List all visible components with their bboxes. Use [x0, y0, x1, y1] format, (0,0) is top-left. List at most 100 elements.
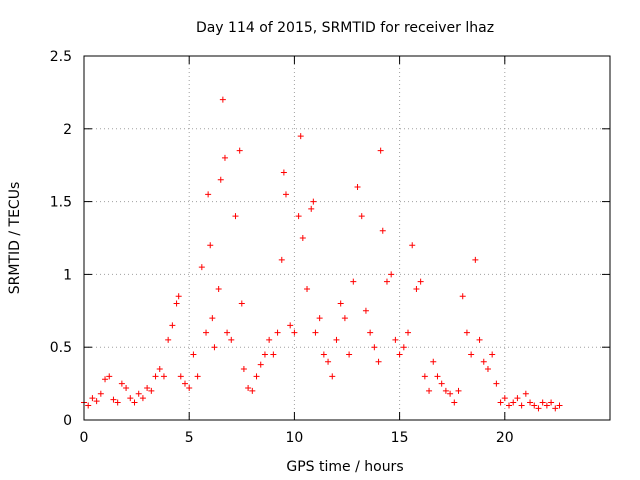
data-point	[211, 344, 218, 351]
data-point	[173, 300, 180, 307]
data-point	[497, 399, 504, 406]
data-point	[310, 198, 317, 205]
chart-title: Day 114 of 2015, SRMTID for receiver lha…	[196, 20, 494, 36]
data-point	[506, 402, 513, 409]
data-point	[181, 380, 188, 387]
data-point	[205, 191, 212, 198]
data-point	[177, 373, 184, 380]
x-axis-label: GPS time / hours	[286, 459, 403, 475]
data-point	[434, 373, 441, 380]
data-point	[388, 271, 395, 278]
data-point	[297, 133, 304, 140]
data-point	[320, 351, 327, 358]
data-point	[224, 329, 231, 336]
data-point	[304, 285, 311, 292]
data-point	[93, 398, 100, 405]
y-axis-label: SRMTID / TECUs	[7, 182, 23, 295]
data-point	[245, 384, 252, 391]
data-point	[270, 351, 277, 358]
data-point	[217, 176, 224, 183]
axis-ticks: 0 0.5 1 1.5 2 2.5 0 5 10 15 20	[50, 49, 610, 446]
data-point	[396, 351, 403, 358]
data-point	[552, 405, 559, 412]
data-point	[543, 402, 550, 409]
data-point	[392, 336, 399, 343]
grid-lines	[84, 56, 610, 420]
data-point	[287, 322, 294, 329]
data-point	[379, 227, 386, 234]
data-point	[291, 329, 298, 336]
data-point	[413, 285, 420, 292]
data-point	[131, 399, 138, 406]
data-point	[451, 399, 458, 406]
data-point	[430, 358, 437, 365]
data-point	[169, 322, 176, 329]
data-point	[510, 399, 517, 406]
data-point	[346, 351, 353, 358]
data-point	[455, 387, 462, 394]
data-point	[518, 402, 525, 409]
data-point	[377, 147, 384, 154]
data-point	[253, 373, 260, 380]
data-point	[312, 329, 319, 336]
data-point	[358, 213, 365, 220]
data-point	[371, 344, 378, 351]
data-point	[325, 358, 332, 365]
data-point	[160, 373, 167, 380]
data-point	[219, 96, 226, 103]
data-point	[556, 402, 563, 409]
x-tick-label: 5	[185, 430, 194, 446]
data-point	[383, 278, 390, 285]
data-point	[106, 373, 113, 380]
data-point	[135, 390, 142, 397]
data-point	[249, 387, 256, 394]
data-point	[144, 384, 151, 391]
data-point	[548, 399, 555, 406]
data-point	[127, 395, 134, 402]
data-point	[221, 154, 228, 161]
data-point	[194, 373, 201, 380]
data-point	[274, 329, 281, 336]
data-point	[198, 264, 205, 271]
data-point	[278, 256, 285, 263]
data-point	[354, 184, 361, 191]
data-point	[209, 315, 216, 322]
plot-frame	[83, 55, 611, 421]
y-tick-label: 2	[63, 122, 72, 138]
data-point	[463, 329, 470, 336]
x-tick-label: 10	[285, 430, 303, 446]
data-point	[148, 387, 155, 394]
data-point	[228, 336, 235, 343]
data-point	[240, 366, 247, 373]
data-point	[156, 366, 163, 373]
data-point	[123, 384, 130, 391]
data-point	[333, 336, 340, 343]
data-point	[367, 329, 374, 336]
data-point	[186, 384, 193, 391]
data-point	[438, 380, 445, 387]
y-tick-label: 0.5	[50, 340, 72, 356]
data-point	[236, 147, 243, 154]
x-tick-label: 15	[391, 430, 409, 446]
data-point	[337, 300, 344, 307]
x-tick-label: 0	[80, 430, 89, 446]
data-point	[110, 396, 117, 403]
data-point	[459, 293, 466, 300]
data-point	[417, 278, 424, 285]
data-point	[484, 366, 491, 373]
y-tick-label: 1	[63, 267, 72, 283]
data-point	[350, 278, 357, 285]
data-point	[468, 351, 475, 358]
y-tick-label: 2.5	[50, 49, 72, 65]
data-point	[85, 402, 92, 409]
data-point	[97, 390, 104, 397]
data-point	[539, 399, 546, 406]
data-point	[472, 256, 479, 263]
data-point	[266, 336, 273, 343]
data-point	[152, 373, 159, 380]
data-point	[238, 300, 245, 307]
data-point	[329, 373, 336, 380]
data-point	[207, 242, 214, 249]
data-point	[261, 351, 268, 358]
